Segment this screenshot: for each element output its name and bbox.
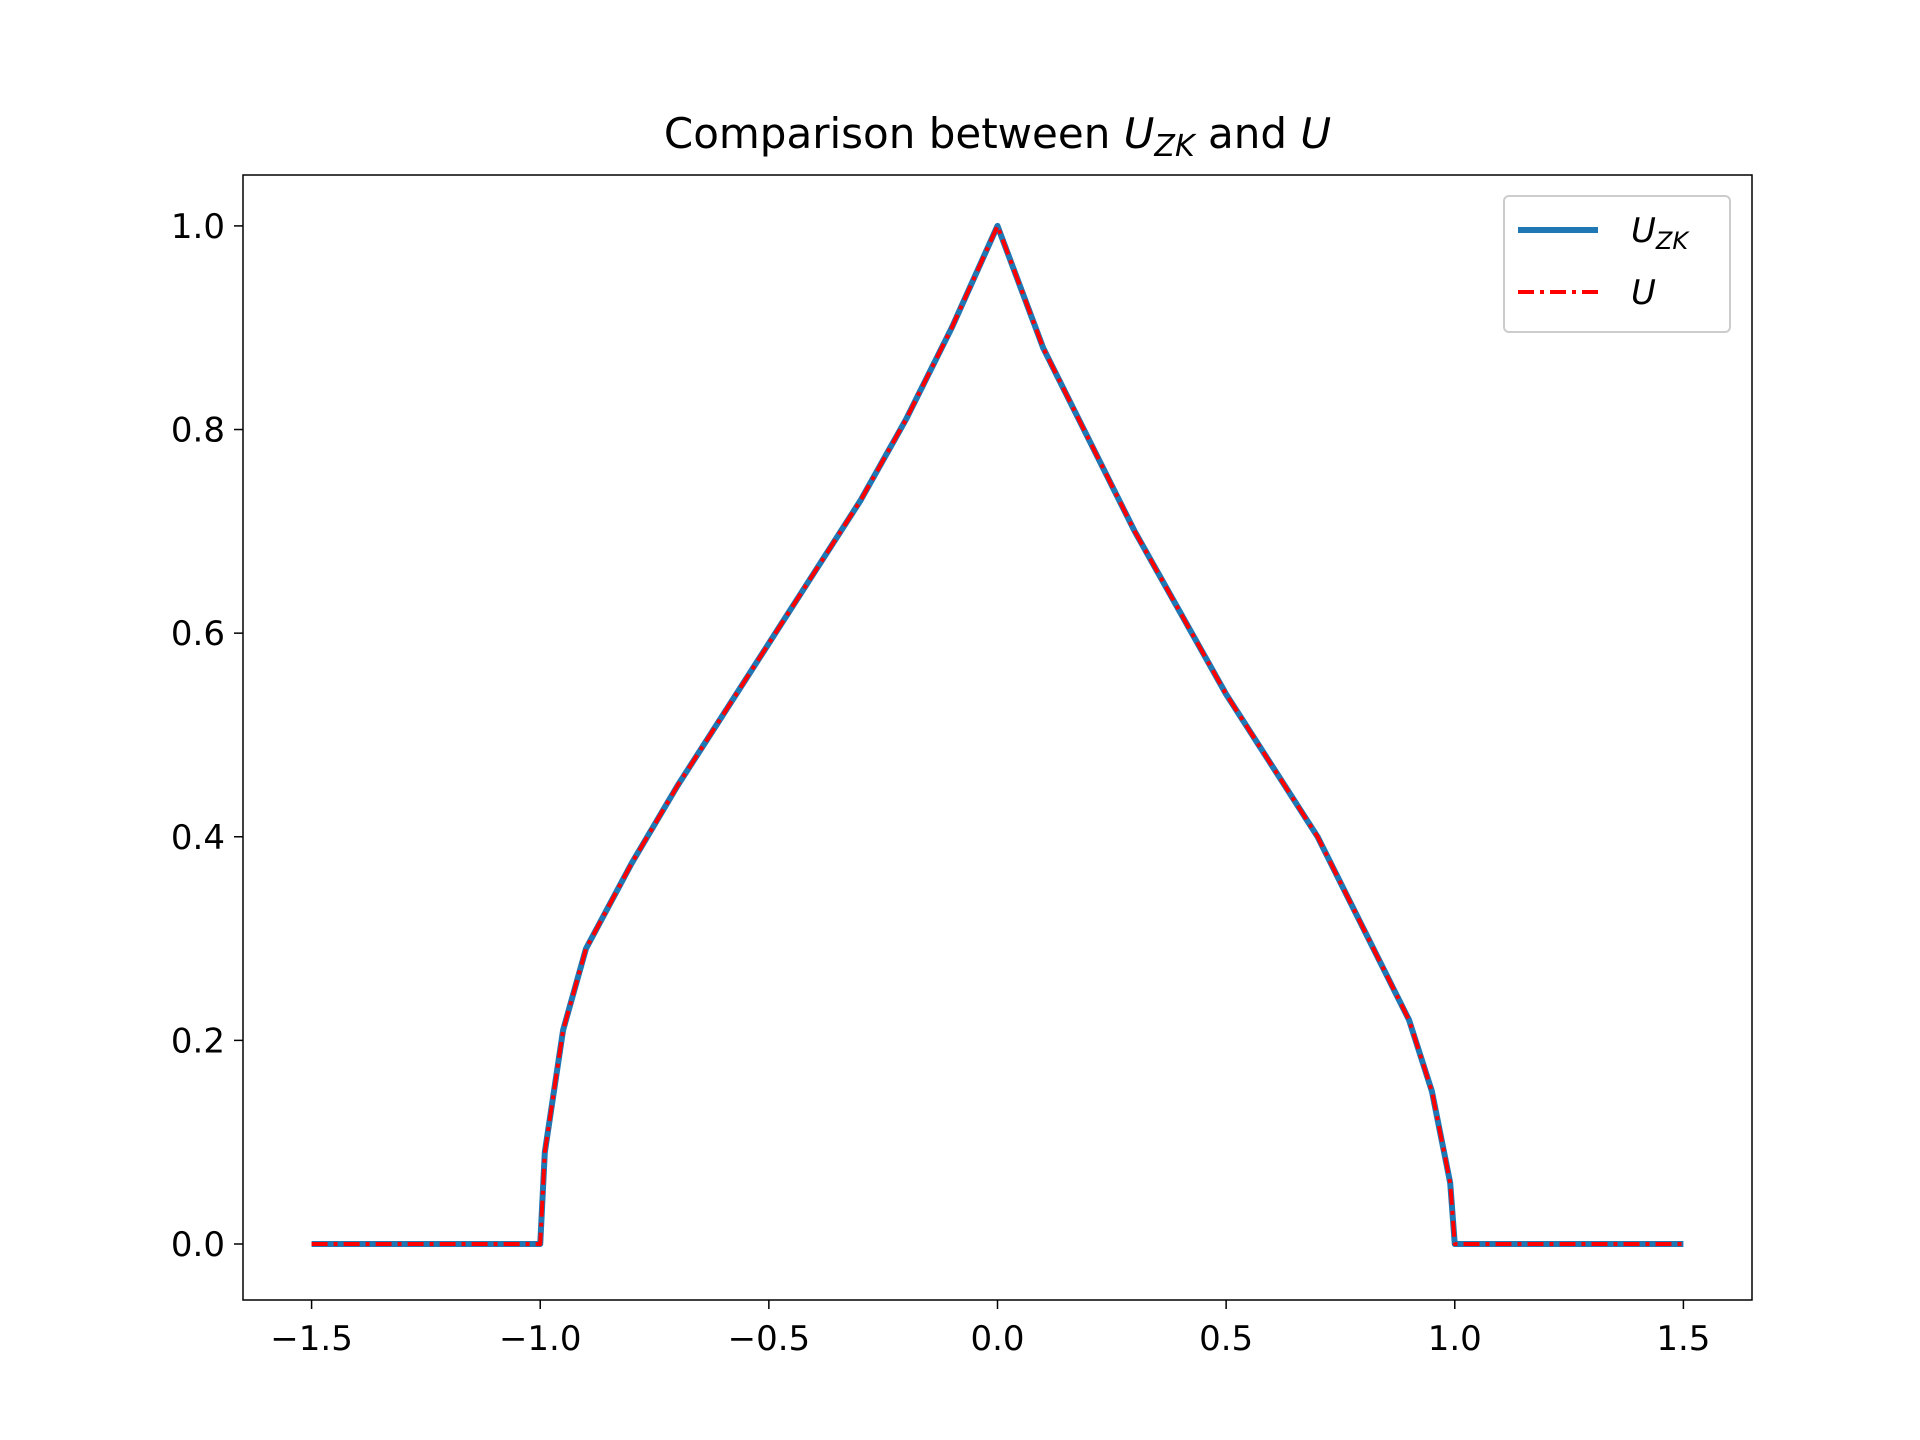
x-tick-label: 1.5 xyxy=(1656,1319,1710,1359)
y-tick-label: 0.8 xyxy=(171,411,225,451)
y-tick-label: 0.6 xyxy=(171,614,225,654)
x-tick-label: −1.0 xyxy=(499,1319,582,1359)
chart-title: Comparison between UZK and U xyxy=(664,109,1331,164)
y-tick-label: 0.0 xyxy=(171,1225,225,1265)
title-part: U xyxy=(1124,109,1155,158)
title-part: U xyxy=(1300,109,1331,158)
legend-name: U xyxy=(1631,273,1656,313)
y-tick-label: 0.4 xyxy=(171,818,225,858)
legend-name: U xyxy=(1631,211,1656,251)
legend-box xyxy=(1503,195,1731,333)
legend-label: U xyxy=(1631,273,1656,313)
legend-label: UZK xyxy=(1631,211,1690,255)
x-tick-label: −0.5 xyxy=(728,1319,811,1359)
y-tick-label: 1.0 xyxy=(171,207,225,247)
x-tick-label: 0.5 xyxy=(1199,1319,1253,1359)
series-line xyxy=(311,223,1684,1246)
title-part: ZK xyxy=(1153,129,1197,164)
x-tick-label: −1.5 xyxy=(270,1319,353,1359)
plot-frame xyxy=(242,174,1753,1301)
title-part: Comparison between xyxy=(664,109,1124,158)
title-part: and xyxy=(1195,109,1301,158)
y-tick-label: 0.2 xyxy=(171,1021,225,1061)
legend-name-sub: ZK xyxy=(1655,227,1690,255)
x-tick-label: 1.0 xyxy=(1428,1319,1482,1359)
x-tick-label: 0.0 xyxy=(970,1319,1024,1359)
